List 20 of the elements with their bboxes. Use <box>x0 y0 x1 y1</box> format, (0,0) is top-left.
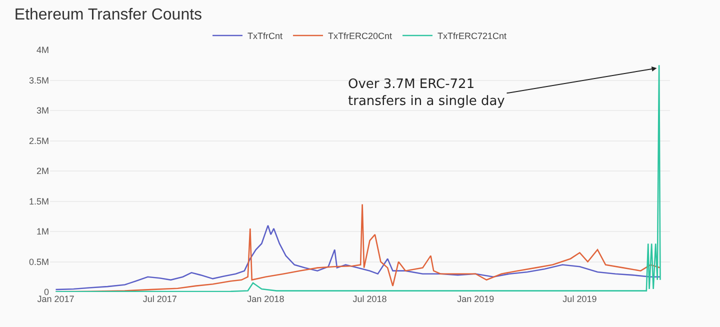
line-series <box>55 64 661 292</box>
y-tick-label: 3.5M <box>28 75 49 86</box>
chart-title: Ethereum Transfer Counts <box>14 6 202 24</box>
x-tick-label: Jan 2019 <box>457 294 494 304</box>
legend-label: TxTfrERC20Cnt <box>328 31 393 42</box>
x-tick-label: Jul 2019 <box>562 294 597 304</box>
annotation: Over 3.7M ERC-721 transfers in a single day <box>348 77 506 109</box>
legend-label: TxTfrCnt <box>248 31 283 42</box>
y-tick-label: 1.5M <box>28 196 49 206</box>
y-tick-label: 3M <box>36 106 49 116</box>
y-tick-label: 0.5M <box>28 256 49 267</box>
legend-label: TxTfrERC721Cnt <box>438 31 508 42</box>
y-tick-label: 1M <box>36 226 49 237</box>
x-tick-label: Jul 2018 <box>352 294 387 304</box>
y-tick-label: 4M <box>36 45 49 56</box>
line-series <box>55 224 661 290</box>
x-tick-label: Jan 2018 <box>247 294 284 304</box>
y-tick-label: 2.5M <box>28 136 49 146</box>
x-tick-label: Jul 2017 <box>142 294 177 304</box>
y-tick-label: 2M <box>36 166 49 176</box>
